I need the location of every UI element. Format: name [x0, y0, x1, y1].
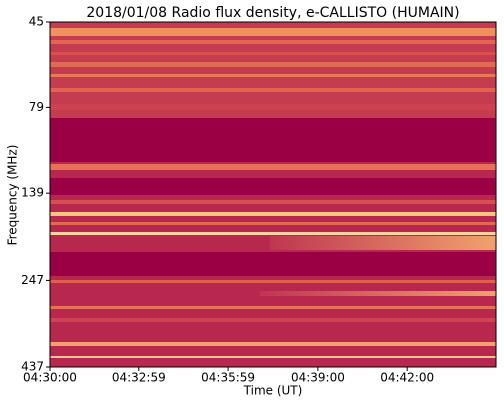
x-tick-label: 04:39:00 — [291, 371, 345, 385]
chart-title: 2018/01/08 Radio flux density, e-CALLIST… — [86, 5, 459, 21]
y-tick-label: 45 — [29, 15, 44, 29]
y-tick-label: 139 — [21, 186, 44, 200]
y-tick-label: 437 — [21, 360, 44, 374]
y-tick-label: 247 — [21, 273, 44, 287]
x-tick-label: 04:42:00 — [380, 371, 434, 385]
x-axis-label: Time (UT) — [243, 384, 303, 398]
y-axis-label: Frequency (MHz) — [6, 145, 20, 246]
x-tick-label: 04:32:59 — [112, 371, 166, 385]
x-tick-label: 04:30:00 — [23, 371, 77, 385]
spectrogram-image — [50, 22, 496, 367]
x-tick-label: 04:35:59 — [201, 371, 255, 385]
plot-frame — [49, 21, 497, 368]
y-tick-label: 79 — [29, 100, 44, 114]
